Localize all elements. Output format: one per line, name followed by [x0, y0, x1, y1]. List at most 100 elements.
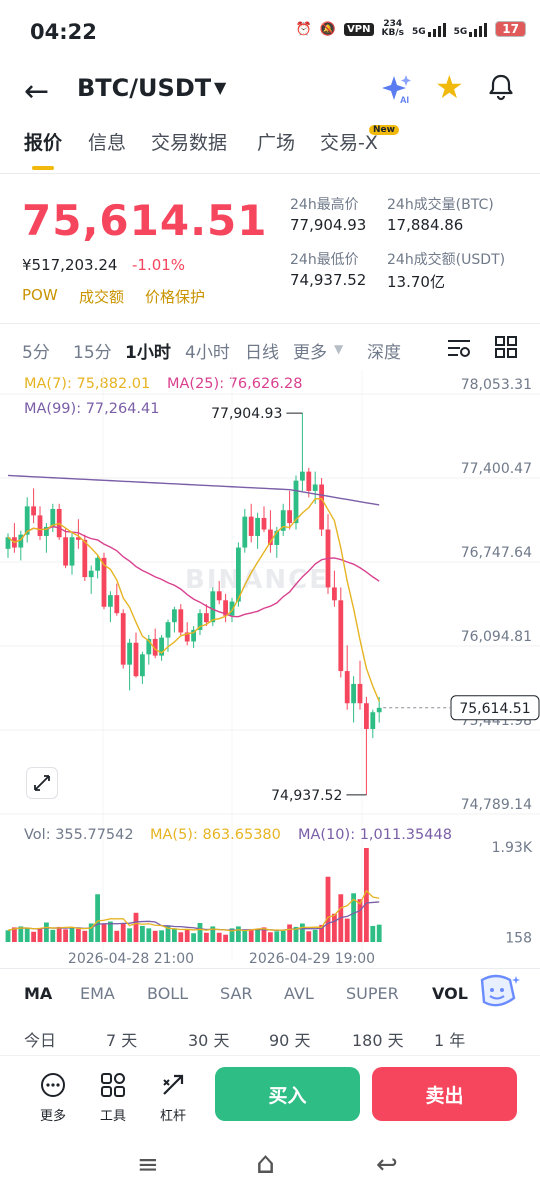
bell-icon[interactable]: [486, 72, 516, 109]
ma7-legend: MA(7): 75,882.01: [24, 376, 151, 392]
ai-assistant-icon[interactable]: [476, 972, 522, 1016]
indicator-avl[interactable]: AVL: [284, 984, 314, 1003]
buy-button[interactable]: 买入: [215, 1067, 360, 1121]
ai-sparkle-icon[interactable]: AI: [380, 72, 414, 113]
volume-bar: [357, 899, 363, 942]
volume-bar: [332, 913, 337, 942]
nav-home-icon[interactable]: ⌂: [256, 1146, 276, 1181]
period-1y[interactable]: 1 年: [434, 1031, 466, 1050]
tag-turnover[interactable]: 成交额: [79, 288, 125, 306]
indicator-sar[interactable]: SAR: [220, 984, 253, 1003]
volume-bar: [325, 876, 331, 942]
candle-body: [287, 510, 292, 524]
interval-1d[interactable]: 日线: [245, 343, 279, 363]
volume-bar: [191, 933, 196, 942]
volume-bar: [120, 923, 126, 942]
period-7d[interactable]: 7 天: [106, 1031, 138, 1050]
tools-button[interactable]: 工具: [90, 1072, 136, 1124]
sell-button[interactable]: 卖出: [372, 1067, 517, 1121]
indicator-ema[interactable]: EMA: [80, 984, 115, 1003]
volume-bar: [261, 927, 267, 942]
tag-pow[interactable]: POW: [22, 286, 58, 304]
indicator-super[interactable]: SUPER: [346, 984, 399, 1003]
candle-body: [108, 595, 113, 607]
volume-bar: [159, 930, 164, 942]
tab-square[interactable]: 广场: [257, 132, 296, 154]
volume-bar: [210, 926, 216, 942]
back-arrow-icon[interactable]: ←: [24, 74, 50, 109]
nav-menu-icon[interactable]: ≡: [137, 1150, 159, 1180]
volume-bar: [280, 930, 286, 942]
interval-15m[interactable]: 15分: [73, 343, 112, 363]
candle-body: [357, 683, 363, 704]
candle-body: [178, 609, 184, 633]
volume-bar: [306, 931, 312, 942]
volume-bar: [76, 928, 81, 942]
volume-bar: [370, 925, 376, 942]
candle-body: [376, 707, 382, 713]
volume-bar: [376, 924, 382, 942]
volume-bar: [108, 921, 113, 942]
stat-vol-usdt: 13.70亿: [387, 273, 445, 291]
indicator-ma[interactable]: MA: [24, 984, 53, 1003]
volume-bar: [319, 924, 324, 942]
volume-bar: [274, 931, 280, 942]
period-30d[interactable]: 30 天: [188, 1031, 230, 1050]
y-tick-label: 76,747.64: [461, 545, 532, 561]
period-today[interactable]: 今日: [24, 1031, 57, 1050]
volume-bar: [300, 923, 305, 942]
y-tick-label: 74,789.14: [461, 797, 532, 813]
price-change: -1.01%: [132, 256, 186, 274]
period-90d[interactable]: 90 天: [269, 1031, 311, 1050]
candle-body: [274, 530, 280, 545]
chart-settings-icon[interactable]: [446, 336, 472, 364]
candle-body: [95, 557, 100, 571]
candlestick-chart[interactable]: 78,053.3177,400.4776,747.6476,094.8175,4…: [0, 370, 540, 970]
signal-5g-icon: 5G: [412, 21, 446, 37]
indicator-boll[interactable]: BOLL: [147, 984, 189, 1003]
grid-layout-icon[interactable]: [495, 336, 517, 362]
volume-bar: [50, 929, 56, 942]
fullscreen-icon[interactable]: [26, 767, 58, 799]
interval-4h[interactable]: 4小时: [185, 343, 230, 363]
candle-body: [255, 517, 260, 536]
volume-bar: [287, 924, 292, 942]
candle-body: [50, 508, 56, 527]
indicator-vol[interactable]: VOL: [432, 984, 468, 1003]
interval-more[interactable]: 更多: [293, 343, 327, 363]
interval-5m[interactable]: 5分: [22, 343, 50, 363]
volume-bar: [12, 927, 17, 942]
status-icons: ⏰ 🔕 VPN 234 KB/s 5G 5G 17: [296, 20, 526, 38]
volume-bar: [82, 930, 88, 942]
tab-trading-data[interactable]: 交易数据: [151, 132, 228, 154]
nav-back-icon[interactable]: ↩: [376, 1150, 398, 1180]
candle-body: [88, 570, 94, 578]
net-speed: 234 KB/s: [381, 19, 404, 38]
tab-trade-x[interactable]: 交易-X: [320, 132, 378, 154]
tab-quote[interactable]: 报价: [24, 132, 63, 154]
watermark: BINANCE: [185, 565, 329, 595]
volume-bar: [248, 929, 254, 942]
x-axis-label: 2026-04-28 21:00: [68, 951, 194, 967]
candle-body: [332, 587, 337, 601]
tools-grid-icon: [90, 1072, 136, 1105]
favorite-star-icon[interactable]: ★: [435, 68, 464, 106]
candle-body: [133, 642, 139, 677]
more-caret-icon[interactable]: ▼: [334, 342, 344, 356]
leverage-button[interactable]: 杠杆: [150, 1072, 196, 1124]
tab-info[interactable]: 信息: [88, 132, 127, 154]
volume-bar: [178, 932, 184, 942]
candle-body: [101, 557, 107, 607]
candle-body: [140, 654, 145, 677]
interval-1h[interactable]: 1小时: [125, 343, 171, 363]
pair-title[interactable]: BTC/USDT: [77, 74, 212, 102]
ma99-line: [7, 474, 380, 506]
tag-price-protect[interactable]: 价格保护: [145, 288, 206, 306]
period-180d[interactable]: 180 天: [352, 1031, 404, 1050]
high-price-label: 77,904.93: [211, 406, 282, 422]
volume-bar: [114, 930, 120, 942]
last-price: 75,614.51: [22, 196, 268, 245]
interval-depth[interactable]: 深度: [367, 343, 401, 363]
pair-dropdown-icon[interactable]: ▼: [214, 78, 227, 97]
more-tool-button[interactable]: 更多: [30, 1072, 76, 1124]
